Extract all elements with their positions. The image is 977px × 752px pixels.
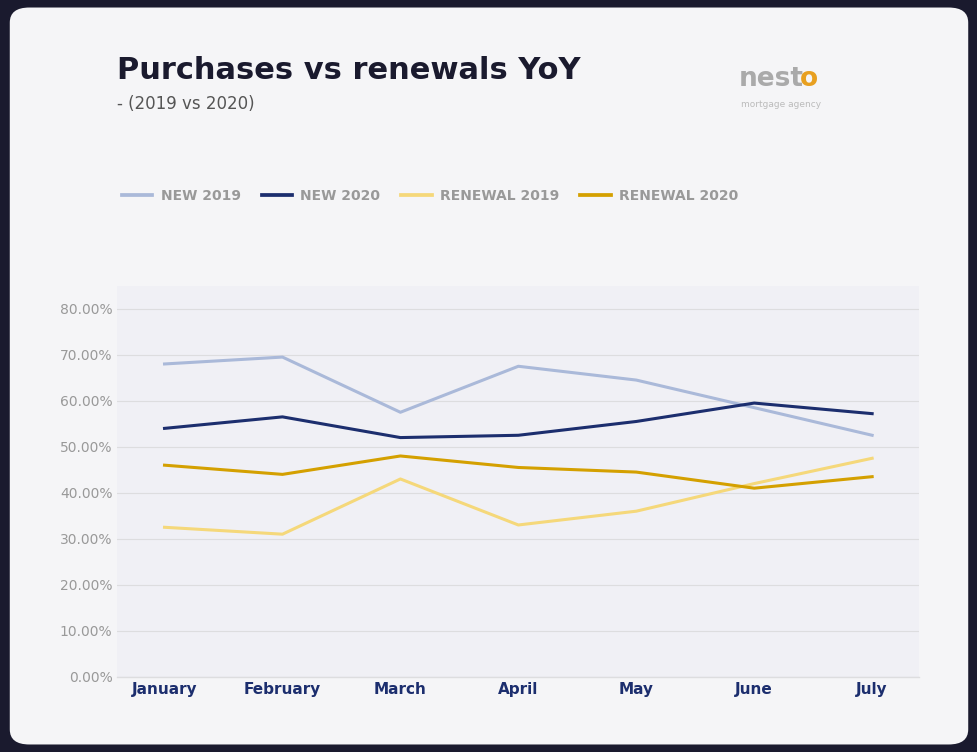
Legend: NEW 2019, NEW 2020, RENEWAL 2019, RENEWAL 2020: NEW 2019, NEW 2020, RENEWAL 2019, RENEWA… bbox=[116, 183, 743, 208]
Text: nest: nest bbox=[738, 66, 802, 92]
Text: o: o bbox=[799, 66, 818, 92]
Text: mortgage agency: mortgage agency bbox=[741, 100, 821, 109]
FancyBboxPatch shape bbox=[10, 8, 967, 744]
Text: - (2019 vs 2020): - (2019 vs 2020) bbox=[117, 95, 255, 113]
Text: Purchases vs renewals YoY: Purchases vs renewals YoY bbox=[117, 56, 580, 85]
